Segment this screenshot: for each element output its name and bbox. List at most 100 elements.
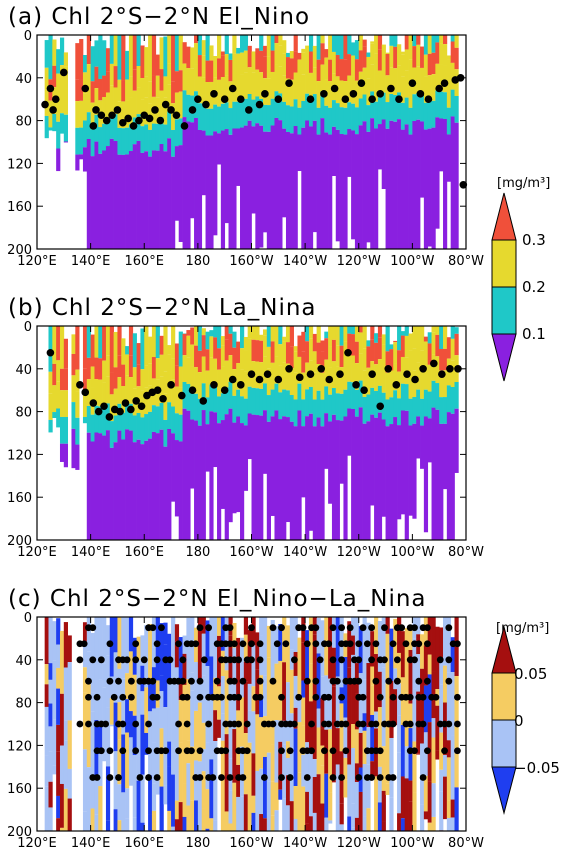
- chl-cell: [389, 94, 394, 121]
- chl-diff-cell: [232, 647, 237, 693]
- chl-diff-cell: [209, 699, 214, 760]
- chl-cell: [94, 88, 99, 115]
- chl-cell: [217, 133, 222, 165]
- chl-max-dot: [376, 90, 385, 98]
- chl-diff-cell: [301, 725, 306, 755]
- chl-diff-cell: [431, 783, 436, 817]
- chl-cell: [282, 128, 287, 218]
- chl-cell: [374, 333, 379, 343]
- chl-cell: [136, 114, 141, 141]
- chl-cell: [190, 344, 195, 367]
- chl-cell: [308, 386, 314, 414]
- chl-diff-cell: [113, 809, 118, 831]
- chl-max-dot: [124, 114, 132, 123]
- chl-max-dot: [446, 365, 454, 373]
- chl-max-dot: [159, 394, 167, 403]
- chl-diff-cell: [305, 791, 310, 824]
- chl-cell: [289, 133, 294, 249]
- chl-diff-cell: [148, 814, 153, 831]
- chl-cell: [320, 118, 325, 249]
- chl-cell: [293, 72, 298, 100]
- chl-cell: [178, 441, 183, 540]
- chl-cell: [412, 423, 417, 519]
- chl-cell: [82, 416, 88, 424]
- chl-cell: [443, 44, 448, 66]
- significance-dot: [239, 677, 247, 685]
- chl-cell: [228, 108, 233, 135]
- chl-max-dot: [210, 90, 218, 98]
- chl-cell: [98, 379, 103, 407]
- chl-cell: [155, 326, 160, 359]
- chl-diff-cell: [370, 666, 375, 686]
- chl-cell: [94, 405, 99, 433]
- chl-cell: [443, 35, 448, 45]
- chl-cell: [201, 383, 206, 411]
- chl-cell: [259, 415, 264, 540]
- chl-diff-cell: [197, 702, 203, 762]
- chl-cell: [400, 51, 406, 55]
- chl-cell: [151, 357, 157, 379]
- chl-cell: [71, 353, 76, 376]
- x-tick-label: 180: [185, 545, 210, 560]
- chl-diff-cell: [247, 683, 252, 711]
- significance-dot: [260, 774, 268, 781]
- chl-cell: [335, 103, 340, 130]
- chl-cell: [416, 66, 421, 93]
- chl-cell: [201, 130, 206, 196]
- chl-cell: [56, 381, 61, 409]
- chl-cell: [420, 67, 425, 95]
- chl-cell: [282, 341, 287, 363]
- chl-diff-cell: [178, 802, 183, 831]
- chl-cell: [343, 362, 348, 390]
- chl-diff-cell: [144, 641, 149, 688]
- chl-cell: [125, 127, 130, 155]
- chl-cell: [86, 138, 91, 249]
- chl-cell: [90, 414, 95, 442]
- chl-diff-cell: [186, 805, 191, 831]
- chl-cell: [140, 126, 145, 153]
- chl-diff-cell: [446, 757, 452, 801]
- chl-diff-cell: [224, 811, 229, 831]
- chl-cell: [347, 326, 352, 334]
- chl-cell: [362, 67, 367, 95]
- chl-max-dot: [137, 402, 146, 411]
- chl-diff-cell: [167, 741, 172, 767]
- chl-cell: [374, 35, 379, 54]
- chl-cell: [243, 72, 249, 99]
- chl-cell: [339, 59, 344, 81]
- chl-diff-cell: [56, 618, 61, 645]
- chl-diff-cell: [270, 683, 275, 745]
- significance-dot: [89, 624, 97, 632]
- chl-cell: [247, 413, 252, 460]
- chl-cell: [408, 371, 413, 399]
- chl-cell: [205, 108, 210, 136]
- chl-cell: [236, 341, 241, 364]
- chl-cell: [270, 416, 275, 516]
- chl-diff-cell: [259, 675, 264, 699]
- chl-cell: [236, 128, 241, 186]
- chl-cell: [75, 444, 80, 470]
- chl-cell: [151, 35, 157, 76]
- chl-max-dot: [161, 100, 170, 109]
- chl-cell: [339, 326, 344, 346]
- chl-cell: [328, 421, 333, 504]
- chl-diff-cell: [266, 657, 271, 700]
- significance-dot: [389, 720, 397, 728]
- y-tick-label: 160: [7, 782, 32, 797]
- chl-diff-cell: [320, 765, 325, 804]
- chl-max-dot: [132, 397, 141, 405]
- chl-cell: [347, 333, 352, 356]
- chl-max-dot: [236, 381, 245, 389]
- chl-cell: [178, 35, 183, 71]
- chl-cell: [262, 383, 268, 411]
- chl-diff-cell: [351, 748, 356, 804]
- chl-max-dot: [108, 111, 116, 120]
- chl-cell: [423, 341, 429, 363]
- chl-cell: [347, 75, 352, 103]
- chl-cell: [331, 361, 337, 389]
- significance-dot: [102, 720, 110, 728]
- chl-max-dot: [188, 106, 197, 114]
- chl-cell: [94, 432, 99, 540]
- x-tick-label: 160°W: [229, 545, 273, 560]
